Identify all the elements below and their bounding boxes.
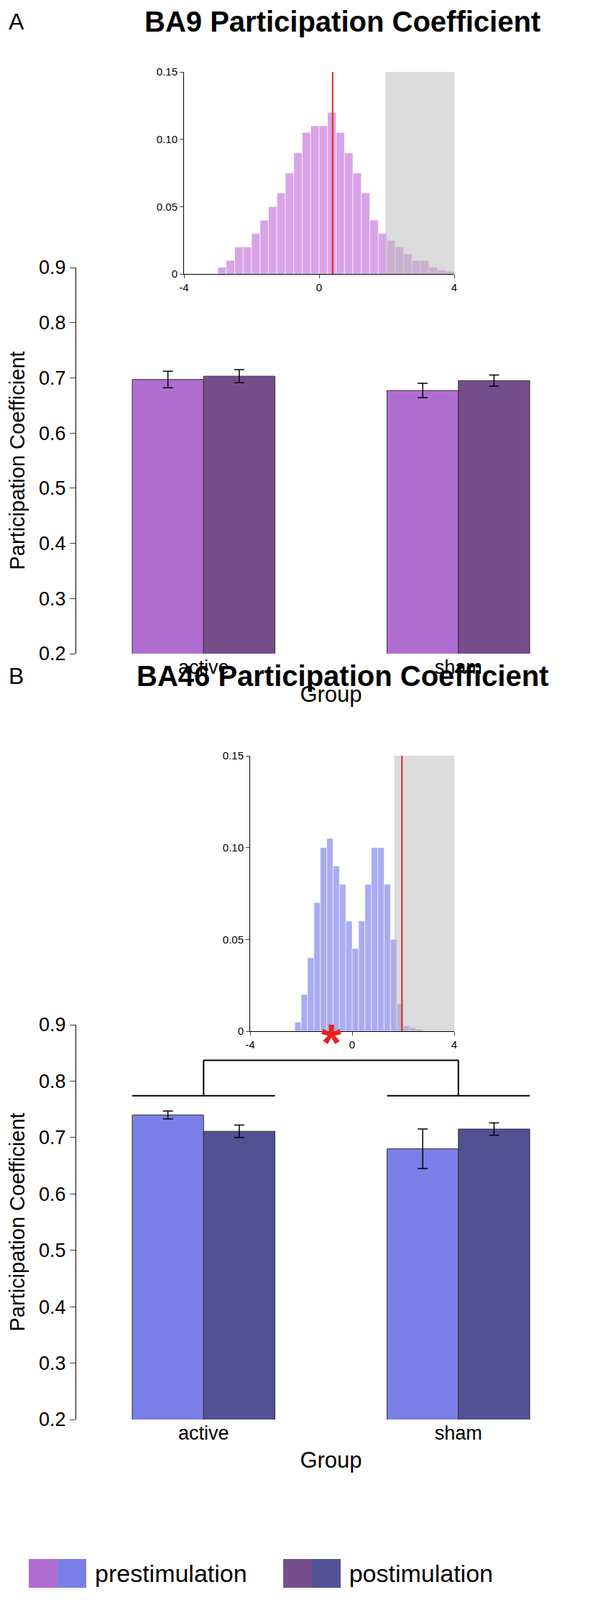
svg-text:0.6: 0.6 — [38, 1183, 67, 1205]
svg-text:Group: Group — [299, 681, 362, 707]
svg-text:Participation Coefficient: Participation Coefficient — [5, 1111, 29, 1331]
svg-text:0.15: 0.15 — [222, 748, 244, 762]
svg-text:Group: Group — [299, 1446, 362, 1472]
svg-text:0.8: 0.8 — [38, 1070, 67, 1092]
svg-text:0.4: 0.4 — [38, 1295, 67, 1318]
svg-text:0: 0 — [237, 1024, 244, 1037]
svg-text:0.10: 0.10 — [222, 840, 244, 854]
svg-text:0.05: 0.05 — [156, 200, 178, 213]
svg-text:-4: -4 — [245, 1037, 255, 1051]
svg-text:4: 4 — [451, 281, 458, 294]
svg-text:-4: -4 — [178, 281, 189, 294]
svg-text:0.3: 0.3 — [38, 1351, 67, 1374]
svg-text:0.7: 0.7 — [38, 1126, 67, 1148]
svg-text:0.10: 0.10 — [156, 132, 178, 146]
svg-text:*: * — [321, 1013, 342, 1071]
svg-text:0.15: 0.15 — [156, 65, 178, 78]
svg-text:0.2: 0.2 — [38, 642, 67, 665]
svg-text:A: A — [8, 8, 25, 35]
svg-text:4: 4 — [451, 1037, 458, 1051]
svg-text:0.5: 0.5 — [38, 1239, 67, 1261]
svg-text:0.5: 0.5 — [38, 477, 67, 499]
svg-text:0.7: 0.7 — [38, 367, 67, 389]
svg-text:BA9 Participation Coefficient: BA9 Participation Coefficient — [144, 5, 541, 38]
svg-text:0: 0 — [316, 281, 322, 294]
svg-text:0.9: 0.9 — [38, 256, 67, 279]
svg-text:0.2: 0.2 — [38, 1408, 67, 1430]
html-text:postimulation: postimulation — [349, 1558, 494, 1586]
svg-text:0.8: 0.8 — [38, 311, 67, 334]
svg-text:0.05: 0.05 — [222, 932, 244, 946]
svg-text:0.9: 0.9 — [38, 1013, 67, 1035]
svg-text:active: active — [178, 1421, 230, 1444]
svg-text:Participation Coefficient: Participation Coefficient — [5, 350, 29, 570]
html-text:prestimulation: prestimulation — [94, 1558, 248, 1586]
svg-text:active: active — [178, 656, 230, 678]
svg-text:0.6: 0.6 — [38, 422, 67, 445]
svg-text:sham: sham — [434, 1421, 483, 1444]
svg-text:sham: sham — [434, 656, 483, 678]
svg-text:B: B — [8, 662, 24, 689]
svg-text:0.4: 0.4 — [38, 532, 67, 555]
svg-text:0: 0 — [171, 267, 178, 280]
svg-text:BA46 Participation Coefficient: BA46 Participation Coefficient — [136, 659, 549, 692]
svg-text:0.3: 0.3 — [38, 587, 67, 610]
svg-text:0: 0 — [349, 1037, 356, 1051]
